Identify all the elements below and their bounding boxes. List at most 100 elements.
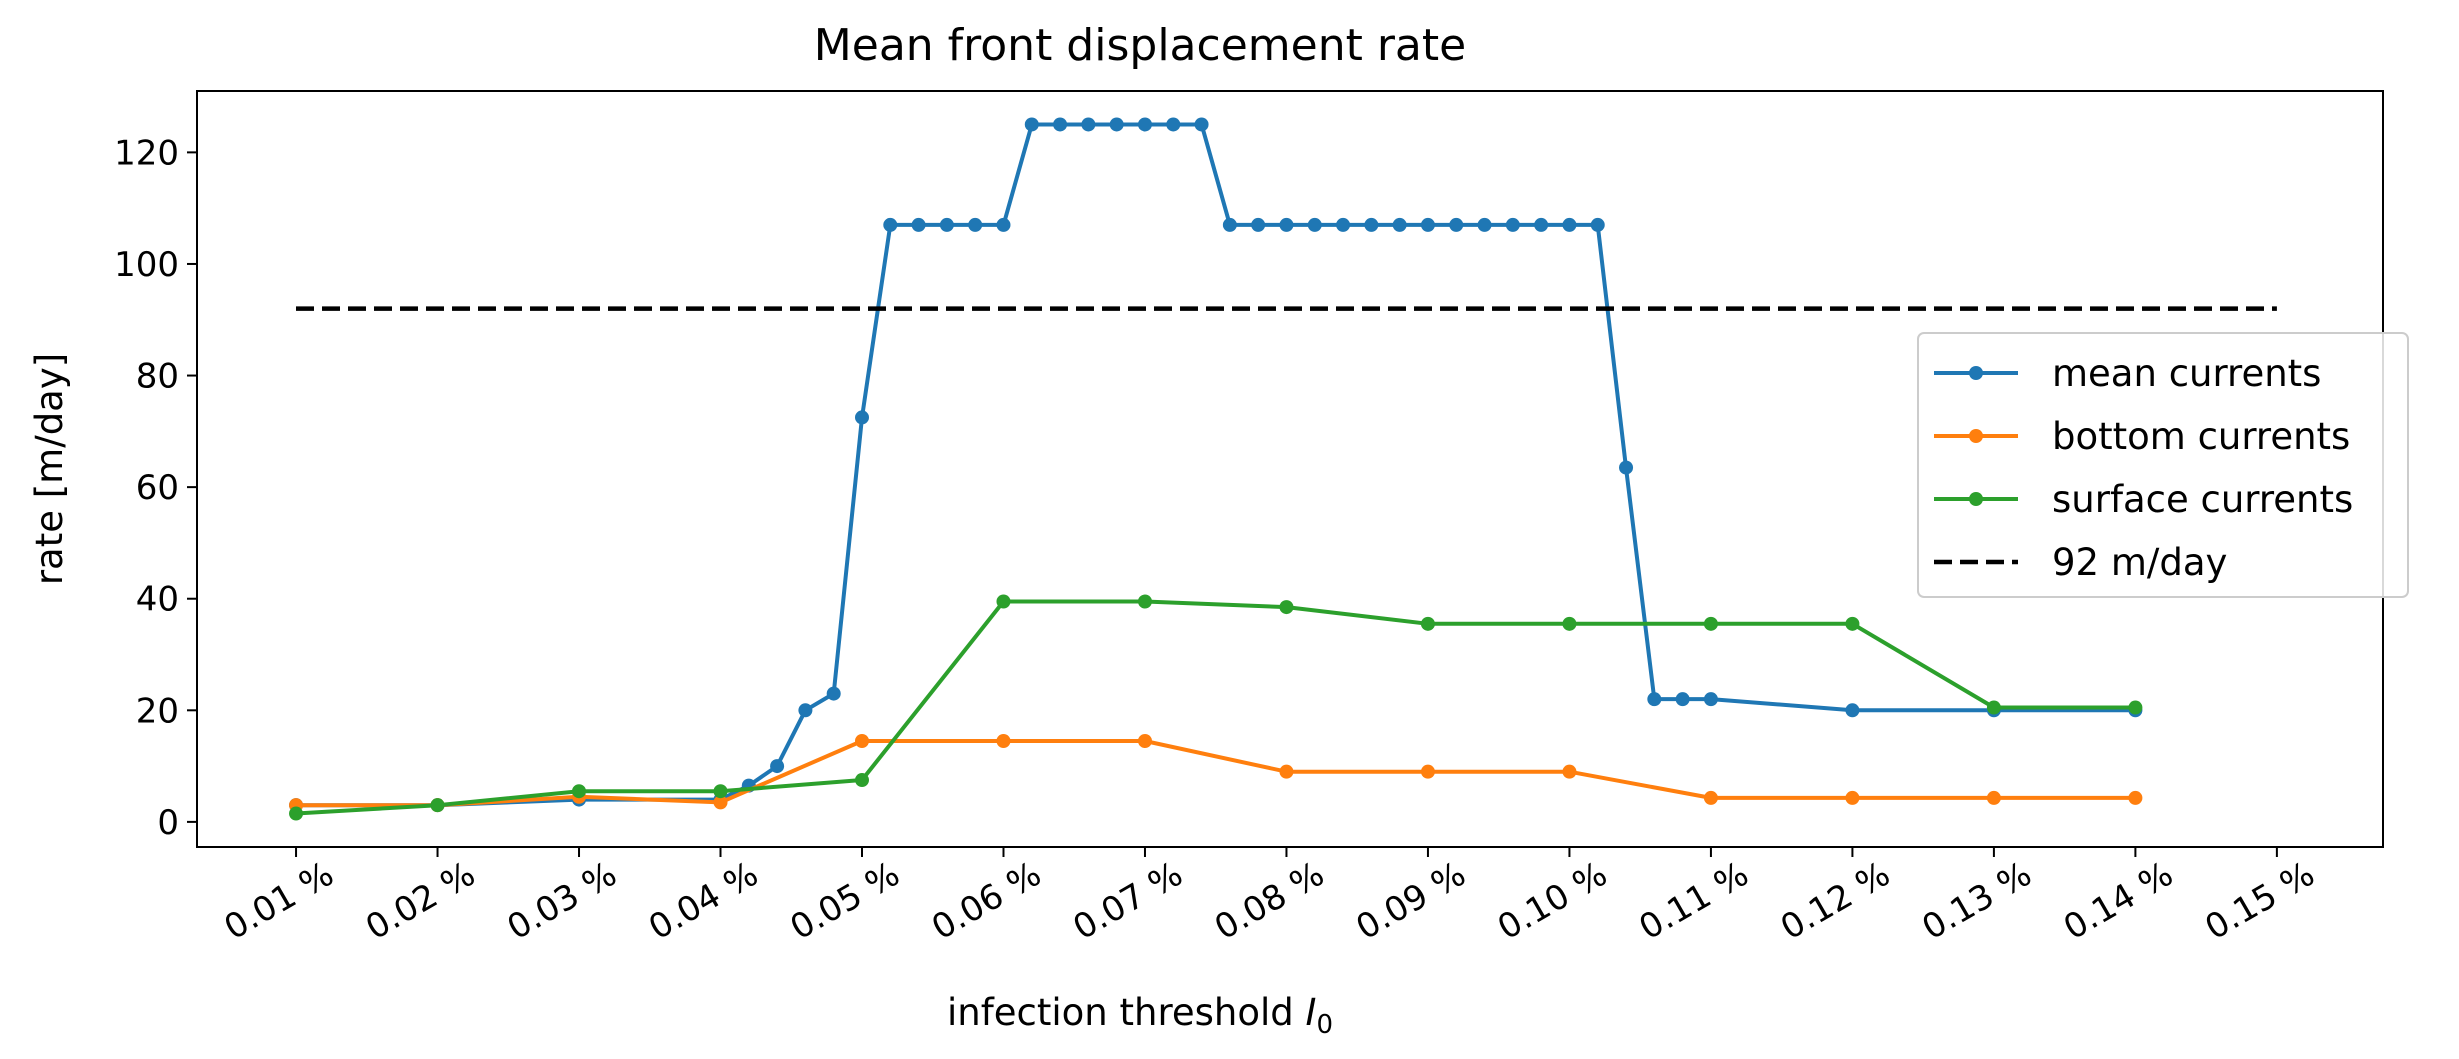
x-tick-label: 0.02 % bbox=[359, 854, 482, 948]
x-tick-label: 0.04 % bbox=[642, 854, 765, 948]
data-point-mean-currents bbox=[1477, 217, 1492, 232]
legend-frame bbox=[1917, 332, 2409, 598]
data-point-surface-currents bbox=[1562, 616, 1577, 631]
data-point-mean-currents bbox=[826, 686, 841, 701]
data-point-surface-currents bbox=[1279, 600, 1294, 615]
x-tick-label: 0.01 % bbox=[218, 854, 341, 948]
data-point-mean-currents bbox=[1336, 217, 1351, 232]
data-point-mean-currents bbox=[1562, 217, 1577, 232]
data-point-mean-currents bbox=[1081, 117, 1096, 132]
legend-label-surface-currents: surface currents bbox=[2052, 478, 2353, 521]
series-line-bottom-currents bbox=[296, 739, 2136, 808]
data-point-bottom-currents bbox=[2128, 790, 2143, 805]
data-point-mean-currents bbox=[1647, 692, 1662, 707]
data-point-mean-currents bbox=[1449, 217, 1464, 232]
data-point-surface-currents bbox=[430, 798, 445, 813]
data-point-mean-currents bbox=[1222, 217, 1237, 232]
plot-area bbox=[289, 117, 2277, 821]
x-tick-label: 0.05 % bbox=[784, 854, 907, 948]
data-point-mean-currents bbox=[1166, 117, 1181, 132]
chart-title: Mean front displacement rate bbox=[814, 20, 1466, 71]
data-point-mean-currents bbox=[911, 217, 926, 232]
x-tick-label: 0.15 % bbox=[2198, 854, 2321, 948]
x-tick-label: 0.07 % bbox=[1067, 854, 1190, 948]
legend: mean currents bottom currents surface curr… bbox=[1917, 332, 2409, 598]
data-point-mean-currents bbox=[1392, 217, 1407, 232]
data-point-mean-currents bbox=[1364, 217, 1379, 232]
legend-label-92-m-day: 92 m/day bbox=[2052, 541, 2227, 584]
data-point-bottom-currents bbox=[1420, 764, 1435, 779]
series-line-surface-currents bbox=[295, 599, 2136, 816]
data-point-mean-currents bbox=[1534, 217, 1549, 232]
data-point-surface-currents bbox=[572, 784, 587, 799]
data-point-surface-currents bbox=[1986, 700, 2001, 715]
y-axis-label: rate [m/day] bbox=[28, 353, 71, 585]
y-tick-label: 120 bbox=[114, 133, 179, 173]
data-point-mean-currents bbox=[1703, 692, 1718, 707]
data-point-mean-currents bbox=[1420, 217, 1435, 232]
x-tick-label: 0.03 % bbox=[501, 854, 624, 948]
legend-marker-bottom-currents bbox=[1969, 429, 1983, 443]
data-point-mean-currents bbox=[1675, 692, 1690, 707]
x-tick-label: 0.10 % bbox=[1491, 854, 1614, 948]
x-tick-label: 0.12 % bbox=[1774, 854, 1897, 948]
data-point-surface-currents bbox=[713, 784, 728, 799]
data-point-mean-currents bbox=[1619, 460, 1634, 475]
data-point-mean-currents bbox=[1109, 117, 1124, 132]
data-point-surface-currents bbox=[1420, 616, 1435, 631]
data-point-mean-currents bbox=[1505, 217, 1520, 232]
x-axis-label: infection threshold I0 bbox=[947, 991, 1333, 1040]
data-point-surface-currents bbox=[1137, 594, 1152, 609]
data-point-bottom-currents bbox=[1562, 764, 1577, 779]
x-tick-label: 0.11 % bbox=[1633, 854, 1756, 948]
x-tick-label: 0.14 % bbox=[2057, 854, 2180, 948]
data-point-bottom-currents bbox=[1279, 764, 1294, 779]
data-point-mean-currents bbox=[1307, 217, 1322, 232]
data-point-mean-currents bbox=[1251, 217, 1266, 232]
y-tick-label: 60 bbox=[136, 468, 179, 508]
data-point-bottom-currents bbox=[854, 733, 869, 748]
data-point-mean-currents bbox=[1137, 117, 1152, 132]
y-tick-label: 20 bbox=[136, 691, 179, 731]
data-point-surface-currents bbox=[289, 806, 304, 821]
data-point-mean-currents bbox=[1194, 117, 1209, 132]
x-tick-label: 0.13 % bbox=[1915, 854, 2038, 948]
x-axis: 0.01 % 0.02 % 0.03 % 0.04 % 0.05 % 0.06 % 0.07… bbox=[218, 847, 2321, 948]
x-tick-label: 0.09 % bbox=[1350, 854, 1473, 948]
data-point-bottom-currents bbox=[1986, 790, 2001, 805]
y-tick-label: 100 bbox=[114, 245, 179, 285]
data-point-bottom-currents bbox=[1137, 733, 1152, 748]
data-point-mean-currents bbox=[1279, 217, 1294, 232]
y-tick-label: 80 bbox=[136, 357, 179, 397]
data-point-bottom-currents bbox=[713, 795, 728, 810]
data-point-mean-currents bbox=[1024, 117, 1039, 132]
data-point-mean-currents bbox=[854, 410, 869, 425]
data-point-bottom-currents bbox=[1703, 790, 1718, 805]
data-point-mean-currents bbox=[1590, 217, 1605, 232]
x-tick-label: 0.06 % bbox=[925, 854, 1048, 948]
data-point-mean-currents bbox=[883, 217, 898, 232]
data-point-surface-currents bbox=[996, 594, 1011, 609]
legend-label-mean-currents: mean currents bbox=[2052, 352, 2321, 395]
data-point-mean-currents bbox=[798, 703, 813, 718]
data-point-bottom-currents bbox=[996, 733, 1011, 748]
legend-label-bottom-currents: bottom currents bbox=[2052, 415, 2350, 458]
data-point-mean-currents bbox=[1845, 703, 1860, 718]
y-axis: 0 20 40 60 80 100 120 bbox=[114, 133, 197, 843]
data-point-surface-currents bbox=[2128, 700, 2143, 715]
data-point-mean-currents bbox=[939, 217, 954, 232]
data-point-surface-currents bbox=[1703, 616, 1718, 631]
y-tick-label: 40 bbox=[136, 580, 179, 620]
data-point-mean-currents bbox=[770, 759, 785, 774]
data-point-mean-currents bbox=[968, 217, 983, 232]
legend-marker-surface-currents bbox=[1969, 492, 1983, 506]
legend-marker-mean-currents bbox=[1969, 366, 1983, 380]
data-point-surface-currents bbox=[854, 773, 869, 788]
data-point-mean-currents bbox=[1053, 117, 1068, 132]
data-point-mean-currents bbox=[996, 217, 1011, 232]
data-point-bottom-currents bbox=[1845, 790, 1860, 805]
data-point-surface-currents bbox=[1845, 616, 1860, 631]
series-line-mean-currents bbox=[296, 122, 2136, 808]
x-tick-label: 0.08 % bbox=[1208, 854, 1331, 948]
